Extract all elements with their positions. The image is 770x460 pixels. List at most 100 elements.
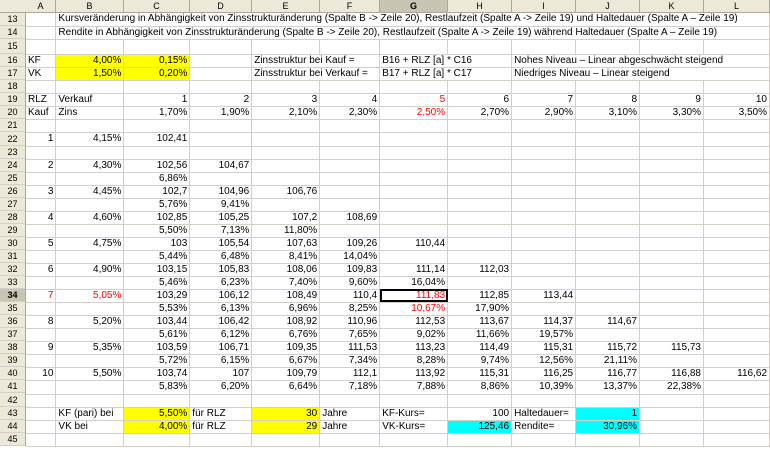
- cell[interactable]: [251, 146, 321, 160]
- kurs-cell[interactable]: 106,42: [189, 315, 253, 329]
- kurs-cell[interactable]: 108,69: [319, 211, 381, 225]
- cell[interactable]: [639, 328, 704, 342]
- rendite-cell[interactable]: 11,80%: [251, 224, 321, 238]
- cell[interactable]: [189, 80, 253, 94]
- cell[interactable]: [319, 224, 381, 238]
- cell[interactable]: [639, 250, 704, 264]
- cell[interactable]: [511, 276, 577, 290]
- rendite-cell[interactable]: 5,83%: [123, 380, 191, 395]
- cell[interactable]: [703, 132, 770, 147]
- cell[interactable]: [703, 39, 770, 55]
- cell[interactable]: [639, 80, 704, 94]
- cell[interactable]: [55, 250, 125, 264]
- rlz-kauf[interactable]: 3: [26, 185, 57, 199]
- rendite-cell[interactable]: 5,61%: [123, 328, 191, 342]
- rendite-cell[interactable]: 7,13%: [189, 224, 253, 238]
- rendite-cell[interactable]: 7,18%: [319, 380, 381, 395]
- column-header-k[interactable]: K: [640, 0, 704, 12]
- kurs-cell[interactable]: 115,31: [511, 341, 577, 355]
- cell[interactable]: [123, 394, 191, 408]
- kurs-cell[interactable]: 109,79: [251, 367, 321, 381]
- cell[interactable]: [189, 394, 253, 408]
- kurs-cell[interactable]: 107,2: [251, 211, 321, 225]
- cell[interactable]: [703, 276, 770, 290]
- cell[interactable]: [575, 250, 641, 264]
- kurs-cell[interactable]: 103,74: [123, 367, 191, 381]
- cell[interactable]: [511, 146, 577, 160]
- cell[interactable]: [319, 146, 381, 160]
- cell[interactable]: [703, 237, 770, 251]
- rendite-cell[interactable]: 9,60%: [319, 276, 381, 290]
- zins-kauf[interactable]: 4,30%: [55, 159, 125, 173]
- zins-kauf[interactable]: 4,15%: [55, 132, 125, 147]
- cell[interactable]: [319, 80, 381, 94]
- formula-verkauf[interactable]: B17 + RLZ [a] * C17: [379, 67, 513, 81]
- cell[interactable]: [575, 302, 641, 316]
- cell[interactable]: [639, 198, 704, 212]
- cell[interactable]: [447, 433, 513, 447]
- zins-7[interactable]: 2,90%: [511, 106, 577, 120]
- cell[interactable]: [511, 211, 577, 225]
- kurs-cell[interactable]: 108,06: [251, 263, 321, 277]
- zins-2[interactable]: 1,90%: [189, 106, 253, 120]
- column-header-c[interactable]: C: [124, 0, 190, 12]
- cell[interactable]: [55, 172, 125, 186]
- rendite-cell[interactable]: 6,76%: [251, 328, 321, 342]
- kurs-cell[interactable]: 103,29: [123, 289, 191, 303]
- cell[interactable]: [379, 146, 449, 160]
- cell[interactable]: [575, 289, 641, 303]
- rendite-cell[interactable]: 14,04%: [319, 250, 381, 264]
- zins-kauf[interactable]: 4,75%: [55, 237, 125, 251]
- cell[interactable]: [639, 394, 704, 408]
- label-fuer-rlz[interactable]: für RLZ: [189, 407, 253, 421]
- column-header-b[interactable]: B: [56, 0, 124, 12]
- rlz-kauf[interactable]: 8: [26, 315, 57, 329]
- cell[interactable]: [189, 119, 253, 133]
- active-cell[interactable]: 111,83: [379, 289, 449, 303]
- kurs-cell[interactable]: 105,83: [189, 263, 253, 277]
- cell[interactable]: [26, 328, 57, 342]
- cell[interactable]: [703, 354, 770, 368]
- cell[interactable]: [55, 302, 125, 316]
- kurs-cell[interactable]: 111,53: [319, 341, 381, 355]
- cell[interactable]: [26, 224, 57, 238]
- cell[interactable]: [575, 172, 641, 186]
- cell[interactable]: [26, 433, 57, 447]
- rlz-kauf[interactable]: 5: [26, 237, 57, 251]
- cell[interactable]: [639, 146, 704, 160]
- rendite-cell[interactable]: 10,67%: [379, 302, 449, 316]
- kurs-cell[interactable]: 106,76: [251, 185, 321, 199]
- header-verkauf[interactable]: Verkauf: [55, 93, 125, 107]
- cell[interactable]: [703, 159, 770, 173]
- rendite-cell[interactable]: 19,57%: [511, 328, 577, 342]
- cell[interactable]: [379, 394, 449, 408]
- zins-1[interactable]: 1,70%: [123, 106, 191, 120]
- rendite-cell[interactable]: 8,41%: [251, 250, 321, 264]
- cell[interactable]: [447, 185, 513, 199]
- row-header[interactable]: 14: [0, 26, 25, 39]
- kurs-cell[interactable]: 109,26: [319, 237, 381, 251]
- zins-kauf[interactable]: 4,45%: [55, 185, 125, 199]
- cell[interactable]: [379, 433, 449, 447]
- cell[interactable]: [251, 198, 321, 212]
- title-rendite[interactable]: Rendite in Abhängigkeit von Zinsstruktur…: [55, 26, 770, 40]
- zins-kauf[interactable]: 4,90%: [55, 263, 125, 277]
- rendite-cell[interactable]: 6,67%: [251, 354, 321, 368]
- label-zinsstruktur-verkauf[interactable]: Zinsstruktur bei Verkauf =: [251, 67, 381, 81]
- cell[interactable]: [189, 67, 253, 81]
- cell[interactable]: [511, 224, 577, 238]
- kurs-cell[interactable]: 114,37: [511, 315, 577, 329]
- row-header[interactable]: 40: [0, 367, 25, 380]
- cell[interactable]: [703, 315, 770, 329]
- cell[interactable]: [251, 132, 321, 147]
- cell[interactable]: [26, 276, 57, 290]
- cell[interactable]: [379, 185, 449, 199]
- cell[interactable]: [26, 302, 57, 316]
- cell[interactable]: [447, 211, 513, 225]
- kurs-cell[interactable]: 102,7: [123, 185, 191, 199]
- cell[interactable]: [189, 132, 253, 147]
- label-rendite[interactable]: Rendite=: [511, 420, 577, 434]
- row-header[interactable]: 27: [0, 198, 25, 211]
- kurs-cell[interactable]: 105,25: [189, 211, 253, 225]
- row-header[interactable]: 16: [0, 54, 25, 67]
